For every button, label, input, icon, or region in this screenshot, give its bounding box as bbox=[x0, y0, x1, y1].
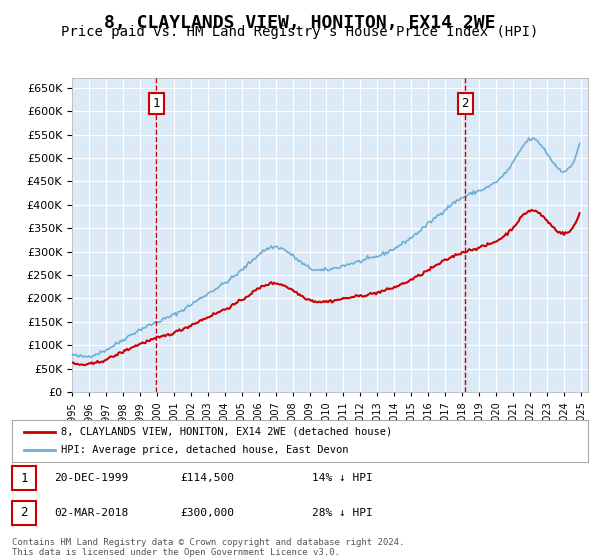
Text: Price paid vs. HM Land Registry's House Price Index (HPI): Price paid vs. HM Land Registry's House … bbox=[61, 25, 539, 39]
Text: 20-DEC-1999: 20-DEC-1999 bbox=[54, 473, 128, 483]
Text: 02-MAR-2018: 02-MAR-2018 bbox=[54, 508, 128, 518]
Text: £300,000: £300,000 bbox=[180, 508, 234, 518]
Text: 8, CLAYLANDS VIEW, HONITON, EX14 2WE: 8, CLAYLANDS VIEW, HONITON, EX14 2WE bbox=[104, 14, 496, 32]
Text: 2: 2 bbox=[20, 506, 28, 520]
Text: 1: 1 bbox=[152, 97, 160, 110]
Text: 8, CLAYLANDS VIEW, HONITON, EX14 2WE (detached house): 8, CLAYLANDS VIEW, HONITON, EX14 2WE (de… bbox=[61, 427, 392, 437]
Text: 1: 1 bbox=[20, 472, 28, 485]
Text: 2: 2 bbox=[461, 97, 469, 110]
Text: Contains HM Land Registry data © Crown copyright and database right 2024.
This d: Contains HM Land Registry data © Crown c… bbox=[12, 538, 404, 557]
Text: 28% ↓ HPI: 28% ↓ HPI bbox=[312, 508, 373, 518]
Text: HPI: Average price, detached house, East Devon: HPI: Average price, detached house, East… bbox=[61, 445, 349, 455]
Text: £114,500: £114,500 bbox=[180, 473, 234, 483]
Text: 14% ↓ HPI: 14% ↓ HPI bbox=[312, 473, 373, 483]
